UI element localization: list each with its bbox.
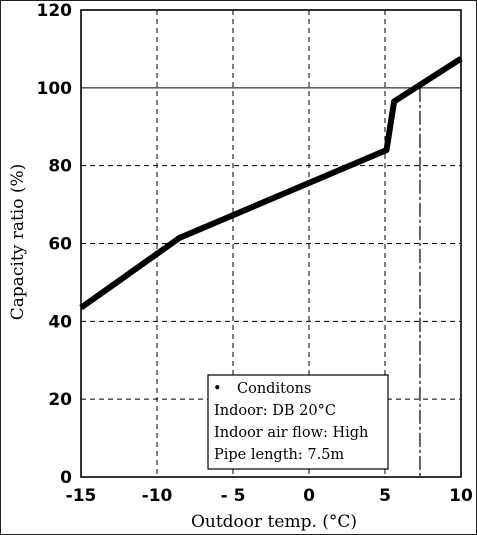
conditions-legend: • Conditons Indoor: DB 20°C Indoor air f… (207, 374, 389, 470)
x-tick-label: - 5 (221, 486, 246, 506)
legend-title: Conditons (237, 381, 311, 397)
x-tick-label: 10 (449, 486, 473, 506)
x-tick-label: -10 (142, 486, 173, 506)
x-axis-label: Outdoor temp. (°C) (191, 512, 357, 532)
y-tick-labels: 0 20 40 60 80 100 120 (37, 1, 73, 488)
capacity-ratio-line (79, 56, 463, 311)
y-tick-label: 40 (48, 312, 72, 332)
legend-line-2: Indoor air flow: High (214, 425, 368, 441)
y-tick-label: 100 (37, 79, 73, 99)
x-tick-labels: -15 -10 - 5 0 5 10 (66, 486, 473, 506)
x-tick-label: 5 (379, 486, 391, 506)
y-tick-label: 60 (48, 235, 72, 255)
legend-bullet: • (213, 381, 222, 397)
x-tick-label: -15 (66, 486, 97, 506)
legend-line-3: Pipe length: 7.5m (214, 447, 344, 463)
y-tick-label: 20 (48, 390, 72, 410)
y-tick-label: 80 (48, 157, 72, 177)
plot-area (80, 9, 462, 478)
legend-border (207, 374, 389, 470)
y-axis-label: Capacity ratio (%) (8, 164, 28, 321)
legend-line-1: Indoor: DB 20°C (214, 403, 336, 419)
x-tick-label: 0 (303, 486, 315, 506)
y-tick-label: 120 (37, 1, 73, 21)
y-tick-label: 0 (60, 468, 72, 488)
